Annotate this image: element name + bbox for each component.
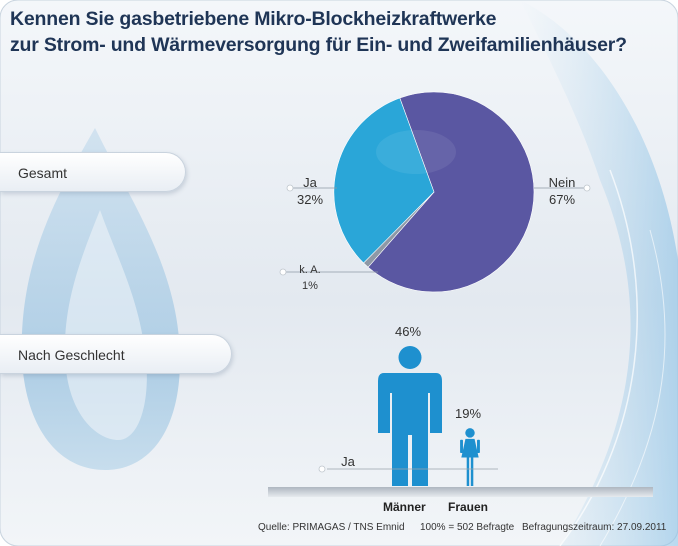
pie-category-ja: Ja (303, 175, 317, 190)
section-label-nach-geschlecht: Nach Geschlecht (0, 334, 232, 374)
value-label-maenner: 46% (395, 324, 422, 339)
pie-label-ka: k. A. 1% (287, 262, 333, 294)
footer-source: Quelle: PRIMAGAS / TNS Emnid (258, 522, 405, 533)
leader-nein-dot (583, 184, 591, 192)
leader-ja-dot (286, 184, 294, 192)
chart-title: Kennen Sie gasbetriebene Mikro-Blockheiz… (10, 6, 627, 58)
ja-reference-dot (318, 465, 326, 473)
pie-value-ka: 1% (302, 280, 318, 292)
section-label-gesamt: Gesamt (0, 152, 186, 192)
pie-value-nein: 67% (548, 192, 576, 207)
figure-maenner (378, 346, 442, 486)
value-label-frauen: 19% (455, 406, 482, 422)
pie-label-ja: Ja 32% (285, 174, 335, 208)
title-line-1: Kennen Sie gasbetriebene Mikro-Blockheiz… (10, 8, 497, 30)
pie-highlight (376, 130, 456, 174)
pie-label-nein: Nein 67% (537, 174, 587, 208)
category-label-frauen: Frauen (448, 500, 489, 514)
pie-category-nein: Nein (548, 175, 576, 190)
footer-base: 100% = 502 Befragte (420, 522, 515, 533)
pie-value-ja: 32% (296, 192, 324, 207)
pie-slice-nein (367, 91, 535, 293)
category-label-maenner: Männer (383, 500, 426, 514)
footer-period: Befragungszeitraum: 27.09.2011 (522, 522, 667, 533)
gender-figures (378, 346, 480, 486)
title-line-2: zur Strom- und Wärmeversorgung für Ein- … (10, 34, 627, 56)
pie-category-ka: k. A. (299, 264, 321, 276)
figure-frauen (460, 428, 480, 486)
pie-leader-lines (279, 184, 591, 276)
pie-slices (333, 91, 535, 293)
pie-slice-ja (333, 97, 435, 264)
series-label-ja: Ja (341, 454, 355, 469)
leader-ka-dot (279, 268, 287, 276)
